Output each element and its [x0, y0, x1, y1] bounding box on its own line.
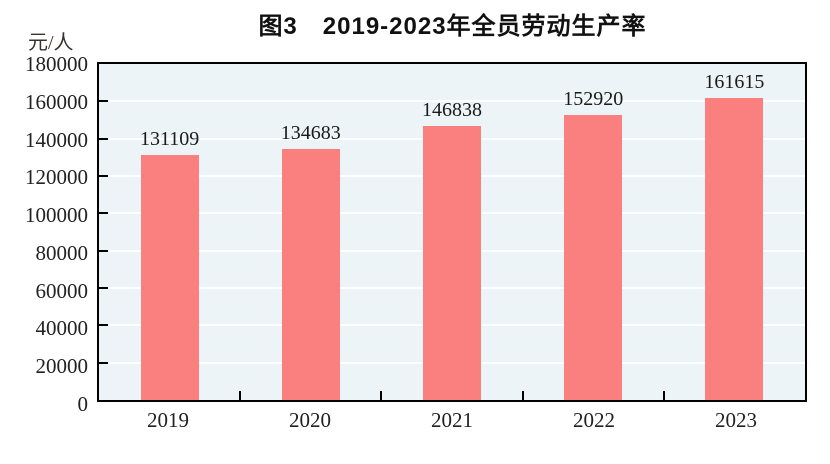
bar-2020: [281, 148, 340, 400]
bar-value-label: 152920: [563, 87, 624, 110]
x-tick-mark: [521, 391, 524, 400]
y-tick-label: 0: [77, 392, 89, 416]
y-tick-label: 120000: [25, 165, 88, 190]
x-tick-label: 2020: [289, 408, 331, 432]
y-axis-unit-label: 元/人: [28, 32, 74, 54]
y-tick-mark: [99, 137, 108, 140]
plot-area: 131109 134683 146838 152920 161615: [97, 62, 807, 402]
y-tick-label: 160000: [25, 89, 88, 114]
y-tick-label: 100000: [25, 203, 88, 228]
y-tick-label: 60000: [35, 278, 89, 303]
chart-title: 图3 2019-2023年全员劳动生产率: [258, 13, 647, 40]
bar-2019: [140, 155, 199, 400]
bar-value-label: 134683: [280, 121, 341, 144]
bar-2023: [705, 98, 764, 400]
bar-value-label: 161615: [704, 71, 765, 94]
bar-2022: [564, 114, 623, 400]
y-tick-label: 140000: [25, 127, 88, 152]
x-tick-mark: [380, 391, 383, 400]
gridline: [99, 100, 805, 103]
x-tick-mark: [662, 391, 665, 400]
y-tick-label: 20000: [35, 354, 89, 379]
y-axis-tick-labels: 0 20000 40000 60000 80000 100000 120000 140000 1…: [0, 54, 89, 415]
x-tick-label: 2019: [147, 408, 189, 432]
x-axis-tick-labels: 2019 2020 2021 2022 2023: [97, 410, 807, 440]
y-tick-mark: [99, 249, 108, 252]
y-tick-mark: [99, 100, 108, 103]
y-tick-mark: [99, 361, 108, 364]
x-tick-label: 2022: [573, 408, 615, 432]
y-tick-mark: [99, 286, 108, 289]
x-tick-label: 2023: [715, 408, 757, 432]
y-tick-label: 80000: [35, 240, 89, 265]
bar-value-label: 131109: [139, 128, 200, 151]
bar-value-label: 146838: [422, 98, 482, 121]
x-tick-label: 2021: [431, 408, 473, 432]
y-tick-mark: [99, 174, 108, 177]
y-tick-mark: [99, 212, 108, 215]
y-tick-label: 40000: [35, 316, 89, 341]
y-tick-label: 180000: [25, 52, 88, 76]
y-tick-mark: [99, 324, 108, 327]
bar-2021: [423, 125, 481, 400]
x-tick-mark: [239, 391, 242, 400]
